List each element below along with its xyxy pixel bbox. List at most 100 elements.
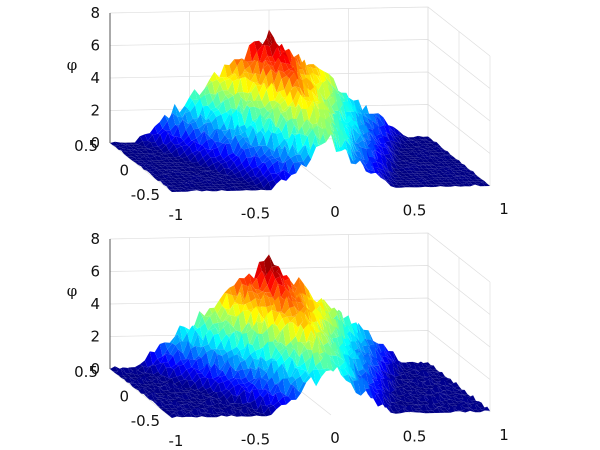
surface-facet [247, 120, 256, 131]
surface-facet [348, 152, 356, 165]
surface-facet [173, 387, 181, 393]
surface-facet [281, 75, 290, 90]
surface-facet [168, 355, 176, 368]
surface-facet [226, 186, 234, 188]
surface-facet [403, 379, 411, 382]
surface-facet [266, 301, 274, 317]
surface-facet [409, 369, 418, 375]
surface-facet [174, 172, 183, 176]
surface-facet [405, 381, 414, 383]
surface-facet [129, 383, 138, 387]
surface-facet [409, 404, 418, 412]
surface-facet [132, 385, 141, 389]
surface-facet [228, 408, 236, 413]
surface-facet [241, 97, 249, 111]
surface-facet [145, 161, 154, 165]
surface-facet [447, 167, 456, 171]
surface-facet [383, 125, 392, 136]
surface-facet [388, 357, 397, 365]
surface-facet [136, 155, 145, 159]
surface-facet [120, 145, 129, 150]
surface-facet [301, 108, 310, 123]
surface-facet [408, 363, 417, 371]
surface-facet [239, 69, 248, 80]
surface-facet [195, 390, 204, 395]
surface-facet [216, 340, 225, 350]
surface-facet [289, 348, 297, 367]
surface-facet [245, 407, 254, 415]
surface-facet [262, 156, 270, 163]
surface-facet [286, 347, 295, 357]
surface-facet [376, 139, 384, 145]
surface-facet [185, 391, 194, 394]
surface-facet [253, 187, 262, 191]
surface-facet [368, 369, 376, 387]
surface-facet [334, 110, 342, 124]
surface-facet [144, 375, 152, 382]
surface-facet [436, 158, 445, 162]
surface-facet [292, 357, 300, 368]
surface-facet [414, 182, 423, 185]
surface-facet [139, 153, 147, 157]
surface-facet [373, 147, 381, 161]
surface-facet [444, 182, 453, 185]
surface-facet [267, 324, 276, 345]
surface-facet [240, 186, 249, 189]
surface-facet [448, 382, 457, 385]
surface-facet [159, 173, 168, 175]
surface-facet [256, 306, 264, 320]
surface-facet [166, 141, 174, 151]
surface-facet [363, 139, 371, 149]
surface-facet [418, 140, 427, 144]
surface-facet [205, 157, 214, 168]
surface-facet [421, 143, 430, 147]
surface-facet [368, 131, 377, 145]
surface-facet [253, 145, 262, 153]
surface-facet [254, 155, 263, 167]
surface-facet [169, 103, 178, 119]
surface-facet [158, 152, 167, 155]
surface-facet [443, 171, 452, 175]
surface-facet [155, 162, 163, 165]
surface-facet [195, 327, 203, 341]
surface-facet [208, 334, 217, 350]
surface-facet [257, 388, 266, 396]
surface-facet [249, 330, 258, 346]
surface-facet [432, 372, 440, 377]
surface-facet [365, 371, 374, 385]
surface-facet [154, 156, 163, 161]
surface-facet [270, 338, 278, 345]
surface-facet [275, 156, 283, 164]
surface-facet [444, 406, 453, 411]
surface-facet [423, 367, 432, 370]
surface-facet [302, 349, 310, 363]
surface-facet [194, 415, 202, 418]
surface-facet [295, 154, 304, 162]
surface-facet [356, 145, 364, 156]
surface-facet [299, 362, 308, 372]
surface-facet [379, 127, 388, 138]
surface-facet [219, 292, 228, 306]
surface-facet [262, 392, 271, 406]
surface-facet [198, 184, 207, 187]
surface-facet [381, 390, 390, 403]
surface-facet [380, 378, 388, 391]
surface-facet [390, 180, 398, 185]
surface-facet [178, 349, 186, 360]
surface-facet [395, 396, 404, 400]
surface-facet [200, 377, 208, 387]
surface-facet [385, 179, 393, 185]
surface-facet [161, 394, 170, 400]
surface-facet [232, 354, 241, 371]
surface-facet [210, 406, 219, 410]
surface-facet [331, 327, 340, 340]
surface-facet [289, 124, 297, 139]
surface-facet [187, 401, 195, 404]
surface-facet [215, 100, 224, 110]
surface-facet [467, 408, 476, 413]
surface-facet [285, 105, 294, 121]
surface-facet [371, 133, 379, 145]
surface-facet [381, 147, 390, 156]
surface-facet [279, 138, 288, 149]
surface-facet [349, 124, 358, 133]
